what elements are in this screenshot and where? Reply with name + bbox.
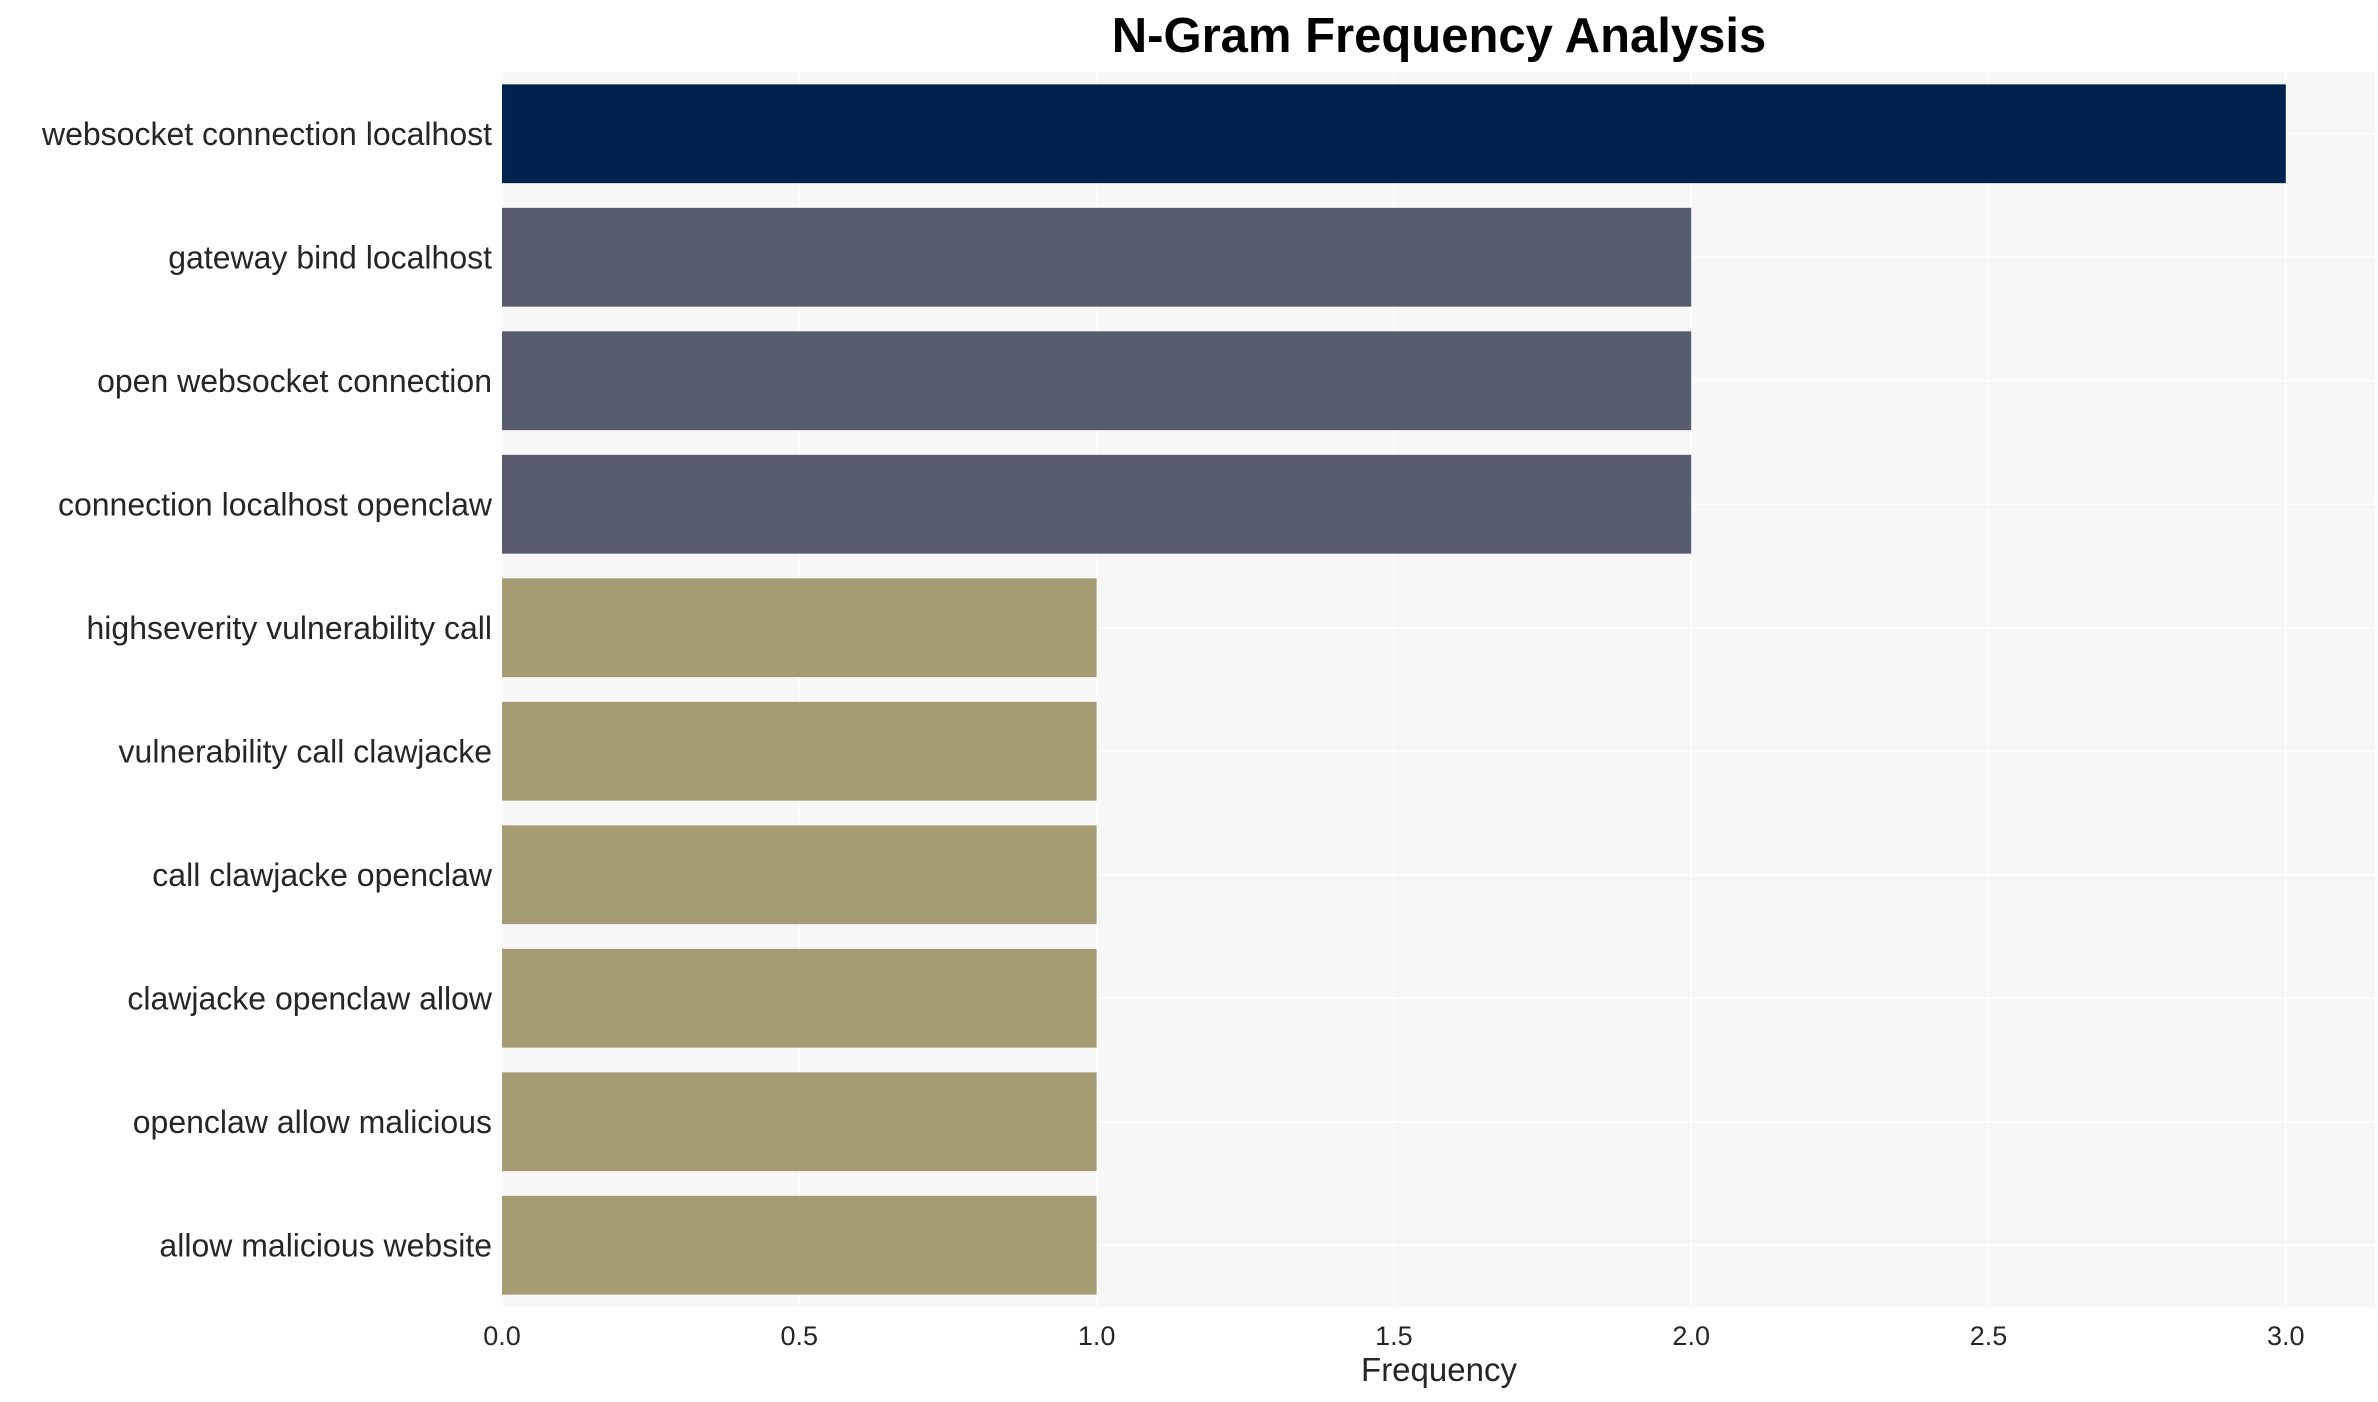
category-label: call clawjacke openclaw: [152, 857, 493, 893]
chart-title: N-Gram Frequency Analysis: [1112, 9, 1766, 63]
bar: [502, 701, 1097, 801]
category-label: connection localhost openclaw: [58, 486, 493, 522]
category-label: gateway bind localhost: [168, 239, 492, 275]
category-labels: websocket connection localhost gateway bi…: [41, 116, 493, 1264]
category-label: vulnerability call clawjacke: [119, 733, 492, 769]
bar: [502, 454, 1692, 554]
bar: [502, 1072, 1097, 1172]
bars: [502, 84, 2286, 1295]
category-label: highseverity vulnerability call: [86, 610, 492, 646]
bar: [502, 578, 1097, 678]
x-tick-label: 0.0: [483, 1321, 521, 1351]
bar: [502, 84, 2286, 184]
bar: [502, 331, 1692, 431]
bar: [502, 825, 1097, 925]
category-label: open websocket connection: [97, 363, 492, 399]
x-tick-label: 3.0: [2267, 1321, 2305, 1351]
category-label: clawjacke openclaw allow: [127, 980, 493, 1016]
category-label: openclaw allow malicious: [133, 1104, 492, 1140]
category-label: websocket connection localhost: [41, 116, 492, 152]
x-tick-label: 1.5: [1375, 1321, 1413, 1351]
x-axis-label: Frequency: [1361, 1351, 1517, 1388]
x-tick-label: 0.5: [781, 1321, 819, 1351]
bar: [502, 948, 1097, 1048]
bar: [502, 1195, 1097, 1295]
bar: [502, 207, 1692, 307]
category-label: allow malicious website: [159, 1227, 492, 1263]
x-tick-labels: 0.0 0.5 1.0 1.5 2.0 2.5 3.0: [483, 1321, 2304, 1351]
x-tick-label: 2.5: [1970, 1321, 2008, 1351]
x-tick-label: 2.0: [1672, 1321, 1710, 1351]
x-tick-label: 1.0: [1078, 1321, 1116, 1351]
